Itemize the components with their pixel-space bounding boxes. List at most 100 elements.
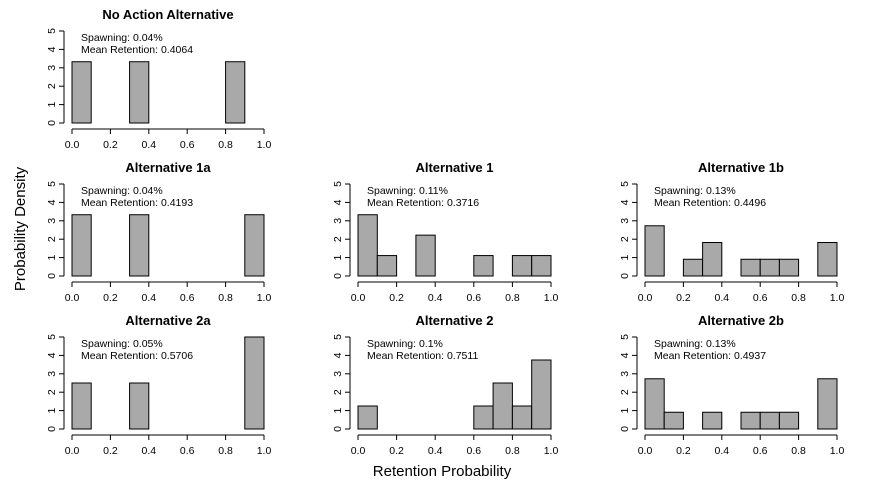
y-tick-label: 3 xyxy=(332,218,344,224)
x-tick-label: 0.0 xyxy=(351,445,366,457)
panel-title: Alternative 2b xyxy=(698,313,784,328)
x-tick-label: 0.2 xyxy=(676,445,691,457)
histogram-bar xyxy=(778,258,800,277)
x-tick-label: 0.8 xyxy=(505,445,520,457)
x-tick-label: 0.4 xyxy=(141,139,156,151)
y-tick-label: 2 xyxy=(619,236,631,242)
x-tick-label: 0.8 xyxy=(218,292,233,304)
x-tick-label: 0.0 xyxy=(65,139,80,151)
histogram-bar xyxy=(702,411,723,430)
x-tick-label: 0.2 xyxy=(103,139,118,151)
panel-annotation: Spawning: 0.13% xyxy=(654,338,736,350)
x-tick-label: 0.4 xyxy=(428,292,443,304)
x-tick-label: 0.6 xyxy=(466,292,481,304)
x-tick-label: 1.0 xyxy=(257,139,272,151)
y-tick-label: 0 xyxy=(332,426,344,432)
panel-annotation: Mean Retention: 0.5706 xyxy=(81,350,193,362)
histogram-panel: Alternative 2 0.0 0.2 0.4 0.6 0.8 1.0 0 1 2 3 4 5 Spa… xyxy=(332,313,558,457)
y-tick-label: 5 xyxy=(619,334,631,340)
histogram-bar xyxy=(817,242,838,277)
x-tick-label: 0.0 xyxy=(65,445,80,457)
histogram-bar xyxy=(129,61,150,124)
y-tick-label: 5 xyxy=(619,181,631,187)
histogram-panel: No Action Alternative 0.0 0.2 0.4 0.6 0.8 1.0 0… xyxy=(46,7,271,151)
x-tick-label: 0.4 xyxy=(714,292,729,304)
y-tick-label: 2 xyxy=(332,389,344,395)
histogram-panel: Alternative 2a 0.0 0.2 0.4 0.6 0.8 1.0 0 1 2 3 4 5 Sp… xyxy=(46,313,271,457)
panel-title: Alternative 2 xyxy=(415,313,493,328)
y-tick-label: 2 xyxy=(46,236,58,242)
x-tick-label: 1.0 xyxy=(544,445,559,457)
y-tick-label: 1 xyxy=(619,255,631,261)
panel-annotation: Mean Retention: 0.4064 xyxy=(81,44,193,56)
histogram-bar xyxy=(644,378,665,430)
x-tick-label: 0.0 xyxy=(65,292,80,304)
histogram-panel: Alternative 1a 0.0 0.2 0.4 0.6 0.8 1.0 0 1 2 3 4 5 Sp… xyxy=(46,160,271,304)
y-tick-label: 4 xyxy=(332,199,344,205)
x-tick-label: 0.6 xyxy=(753,292,768,304)
y-tick-label: 4 xyxy=(332,352,344,358)
x-tick-label: 0.4 xyxy=(428,445,443,457)
histogram-bar xyxy=(473,405,494,430)
x-tick-label: 0.8 xyxy=(791,445,806,457)
x-tick-label: 0.0 xyxy=(638,292,653,304)
histogram-bar xyxy=(759,258,780,277)
y-tick-label: 3 xyxy=(332,371,344,377)
histogram-bar xyxy=(71,382,92,430)
panel-title: Alternative 2a xyxy=(125,313,211,328)
y-tick-label: 3 xyxy=(46,218,58,224)
y-tick-label: 3 xyxy=(619,218,631,224)
x-tick-label: 0.2 xyxy=(389,445,404,457)
panel-annotation: Spawning: 0.13% xyxy=(654,185,736,197)
y-tick-label: 5 xyxy=(46,181,58,187)
histogram-bar xyxy=(357,214,378,277)
histogram-bar xyxy=(357,405,378,430)
y-tick-label: 2 xyxy=(619,389,631,395)
histogram-bar xyxy=(663,411,684,430)
y-tick-label: 5 xyxy=(332,181,344,187)
histogram-bar xyxy=(740,411,761,430)
y-tick-label: 3 xyxy=(619,371,631,377)
histogram-bar xyxy=(71,214,92,277)
x-tick-label: 1.0 xyxy=(257,292,272,304)
histogram-bar xyxy=(682,258,704,277)
y-tick-label: 2 xyxy=(46,83,58,89)
x-tick-label: 0.0 xyxy=(638,445,653,457)
panel-annotation: Spawning: 0.04% xyxy=(81,185,163,197)
y-tick-label: 3 xyxy=(46,371,58,377)
x-tick-label: 0.8 xyxy=(505,292,520,304)
panel-title: Alternative 1 xyxy=(415,160,493,175)
x-tick-label: 0.4 xyxy=(714,445,729,457)
histogram-panel: Alternative 1 0.0 0.2 0.4 0.6 0.8 1.0 0 1 2 3 4 5 Spa… xyxy=(332,160,558,304)
x-tick-label: 0.2 xyxy=(389,292,404,304)
y-tick-label: 5 xyxy=(332,334,344,340)
histogram-bar xyxy=(702,242,723,277)
x-tick-label: 1.0 xyxy=(830,445,845,457)
histogram-bar xyxy=(511,255,533,277)
y-tick-label: 0 xyxy=(619,273,631,279)
x-tick-label: 0.2 xyxy=(676,292,691,304)
panel-annotation: Spawning: 0.11% xyxy=(367,185,448,197)
histogram-panel: Alternative 1b 0.0 0.2 0.4 0.6 0.8 1.0 0 1 2 3 4 5 Sp… xyxy=(619,160,844,304)
panel-title: Alternative 1b xyxy=(698,160,784,175)
histogram-bar xyxy=(244,214,265,277)
histogram-panel: Alternative 2b 0.0 0.2 0.4 0.6 0.8 1.0 0 1 2 3 4 5 Sp… xyxy=(619,313,844,457)
figure-ylabel: Probability Density xyxy=(12,166,29,291)
panel-annotation: Spawning: 0.1% xyxy=(367,338,443,350)
y-tick-label: 4 xyxy=(46,199,58,205)
y-tick-label: 2 xyxy=(46,389,58,395)
y-tick-label: 1 xyxy=(46,102,58,108)
histogram-bar xyxy=(473,255,494,277)
histogram-bar xyxy=(759,411,780,430)
x-tick-label: 0.0 xyxy=(351,292,366,304)
y-tick-label: 4 xyxy=(46,46,58,52)
panel-annotation: Mean Retention: 0.4193 xyxy=(81,197,193,209)
x-tick-label: 0.8 xyxy=(218,139,233,151)
x-tick-label: 0.4 xyxy=(141,292,156,304)
panel-annotation: Spawning: 0.04% xyxy=(81,32,163,44)
y-tick-label: 1 xyxy=(619,408,631,414)
panel-title: No Action Alternative xyxy=(102,7,233,22)
histogram-bar xyxy=(225,61,246,124)
panel-annotation: Mean Retention: 0.4937 xyxy=(654,350,766,362)
